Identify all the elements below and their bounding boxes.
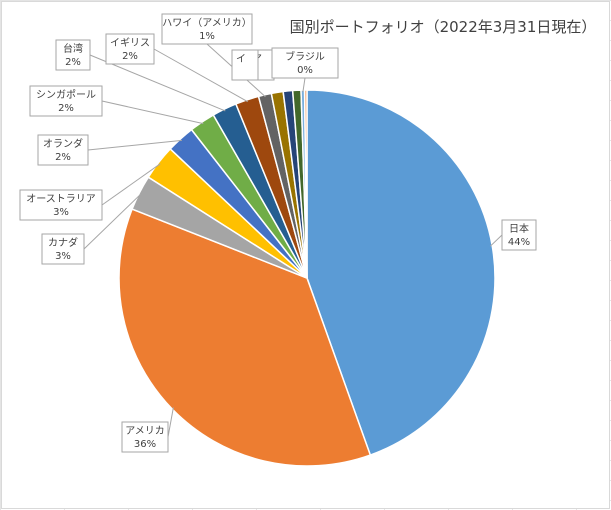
leader-line — [101, 163, 161, 206]
data-label-percent: 1% — [199, 31, 215, 42]
data-label[interactable]: イギリス 2% — [105, 33, 155, 65]
data-label-percent: 2% — [65, 57, 81, 68]
leader-line — [101, 100, 204, 125]
data-label-percent: 3% — [53, 207, 69, 218]
data-label-partial[interactable]: イ — [231, 49, 259, 81]
data-label-percent: 36% — [134, 439, 156, 450]
data-label[interactable]: ハワイ（アメリカ） 1% — [161, 13, 253, 45]
data-label-category: シンガポール — [36, 89, 96, 101]
data-label-percent: 2% — [58, 103, 74, 114]
data-label[interactable]: シンガポール 2% — [29, 85, 103, 117]
data-label-category: イ — [236, 54, 246, 65]
data-label-category: アメリカ — [125, 425, 165, 437]
data-label[interactable]: オランダ 2% — [37, 134, 89, 166]
data-label-percent: 2% — [122, 51, 138, 62]
data-label[interactable]: ブラジル 0% — [271, 47, 339, 79]
pie-slice[interactable] — [303, 89, 308, 279]
leader-line — [489, 234, 503, 247]
data-label[interactable]: 台湾 2% — [55, 39, 91, 71]
leader-line — [302, 77, 306, 93]
data-label-category: オランダ — [43, 137, 83, 150]
chart-title: 国別ポートフォリオ（2022年3月31日現在） — [290, 18, 597, 36]
data-label-percent: 3% — [55, 251, 71, 262]
data-label-category: カナダ — [48, 236, 78, 249]
leader-line — [153, 48, 248, 103]
data-label-category: 台湾 — [63, 42, 83, 55]
data-label[interactable]: アメリカ 36% — [121, 421, 169, 453]
data-label-category: ハワイ（アメリカ） — [162, 17, 252, 29]
data-label-category: イギリス — [110, 37, 150, 49]
data-label-percent: 0% — [297, 65, 313, 76]
leader-line — [167, 407, 174, 438]
pie-slice[interactable] — [118, 208, 372, 467]
leader-line — [87, 139, 182, 151]
data-label-category: 日本 — [509, 222, 529, 235]
data-label-percent: 2% — [55, 152, 71, 163]
data-label[interactable]: 日本 44% — [501, 219, 537, 251]
pie-slice[interactable] — [306, 89, 496, 456]
leader-line — [83, 193, 142, 250]
data-label[interactable]: オーストラリア 3% — [19, 189, 103, 221]
data-label-category: オーストラリア — [26, 193, 96, 205]
data-label-percent: 44% — [508, 237, 530, 248]
data-label[interactable]: カナダ 3% — [41, 233, 85, 265]
data-label-category: ブラジル — [285, 50, 325, 63]
